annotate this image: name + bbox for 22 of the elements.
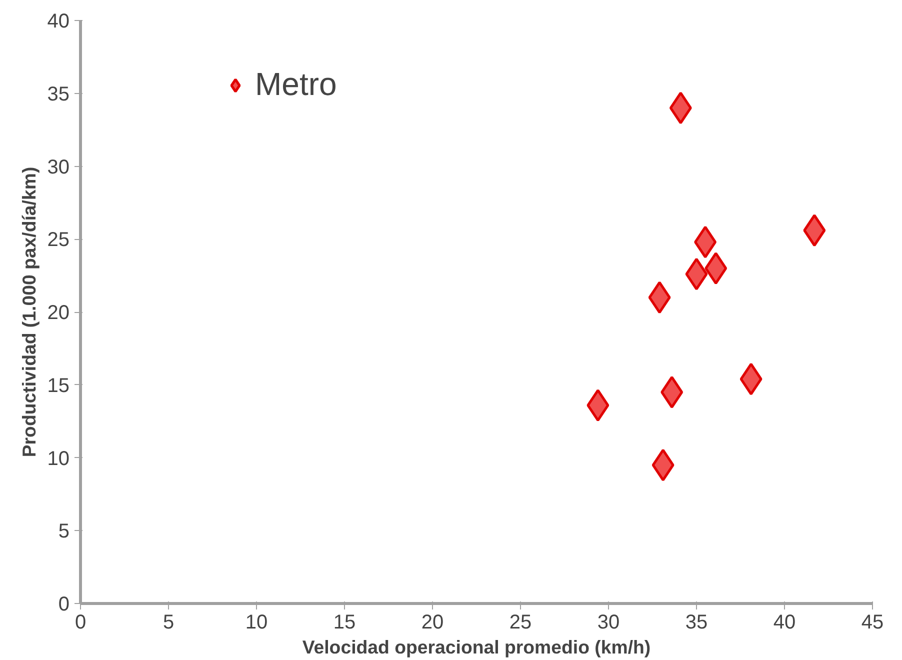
y-tick-label: 20 [47, 302, 70, 324]
y-tick-label: 25 [47, 229, 70, 252]
x-tick-label: 40 [773, 612, 796, 634]
y-axis-title: Productividad (1.000 pax/día/km) [18, 166, 40, 458]
x-tick-label: 25 [509, 612, 532, 634]
x-tick-label: 45 [861, 612, 884, 634]
y-tick-label: 30 [47, 156, 70, 178]
y-tick-label: 0 [58, 594, 70, 616]
x-tick-label: 15 [333, 612, 356, 634]
y-tick-label: 5 [58, 520, 70, 543]
x-tick-label: 0 [74, 612, 86, 634]
x-tick-label: 20 [421, 612, 444, 634]
y-tick-label: 10 [47, 448, 70, 470]
x-tick-label: 5 [162, 612, 174, 634]
y-tick-label: 15 [47, 374, 70, 397]
x-tick-label: 30 [597, 612, 620, 634]
x-tick-label: 35 [685, 612, 708, 634]
legend-label: Metro [255, 66, 337, 103]
y-tick-label: 40 [47, 10, 70, 32]
y-tick-label: 35 [47, 83, 70, 106]
x-tick-label: 10 [245, 612, 268, 634]
x-axis-title: Velocidad operacional promedio (km/h) [302, 636, 651, 658]
